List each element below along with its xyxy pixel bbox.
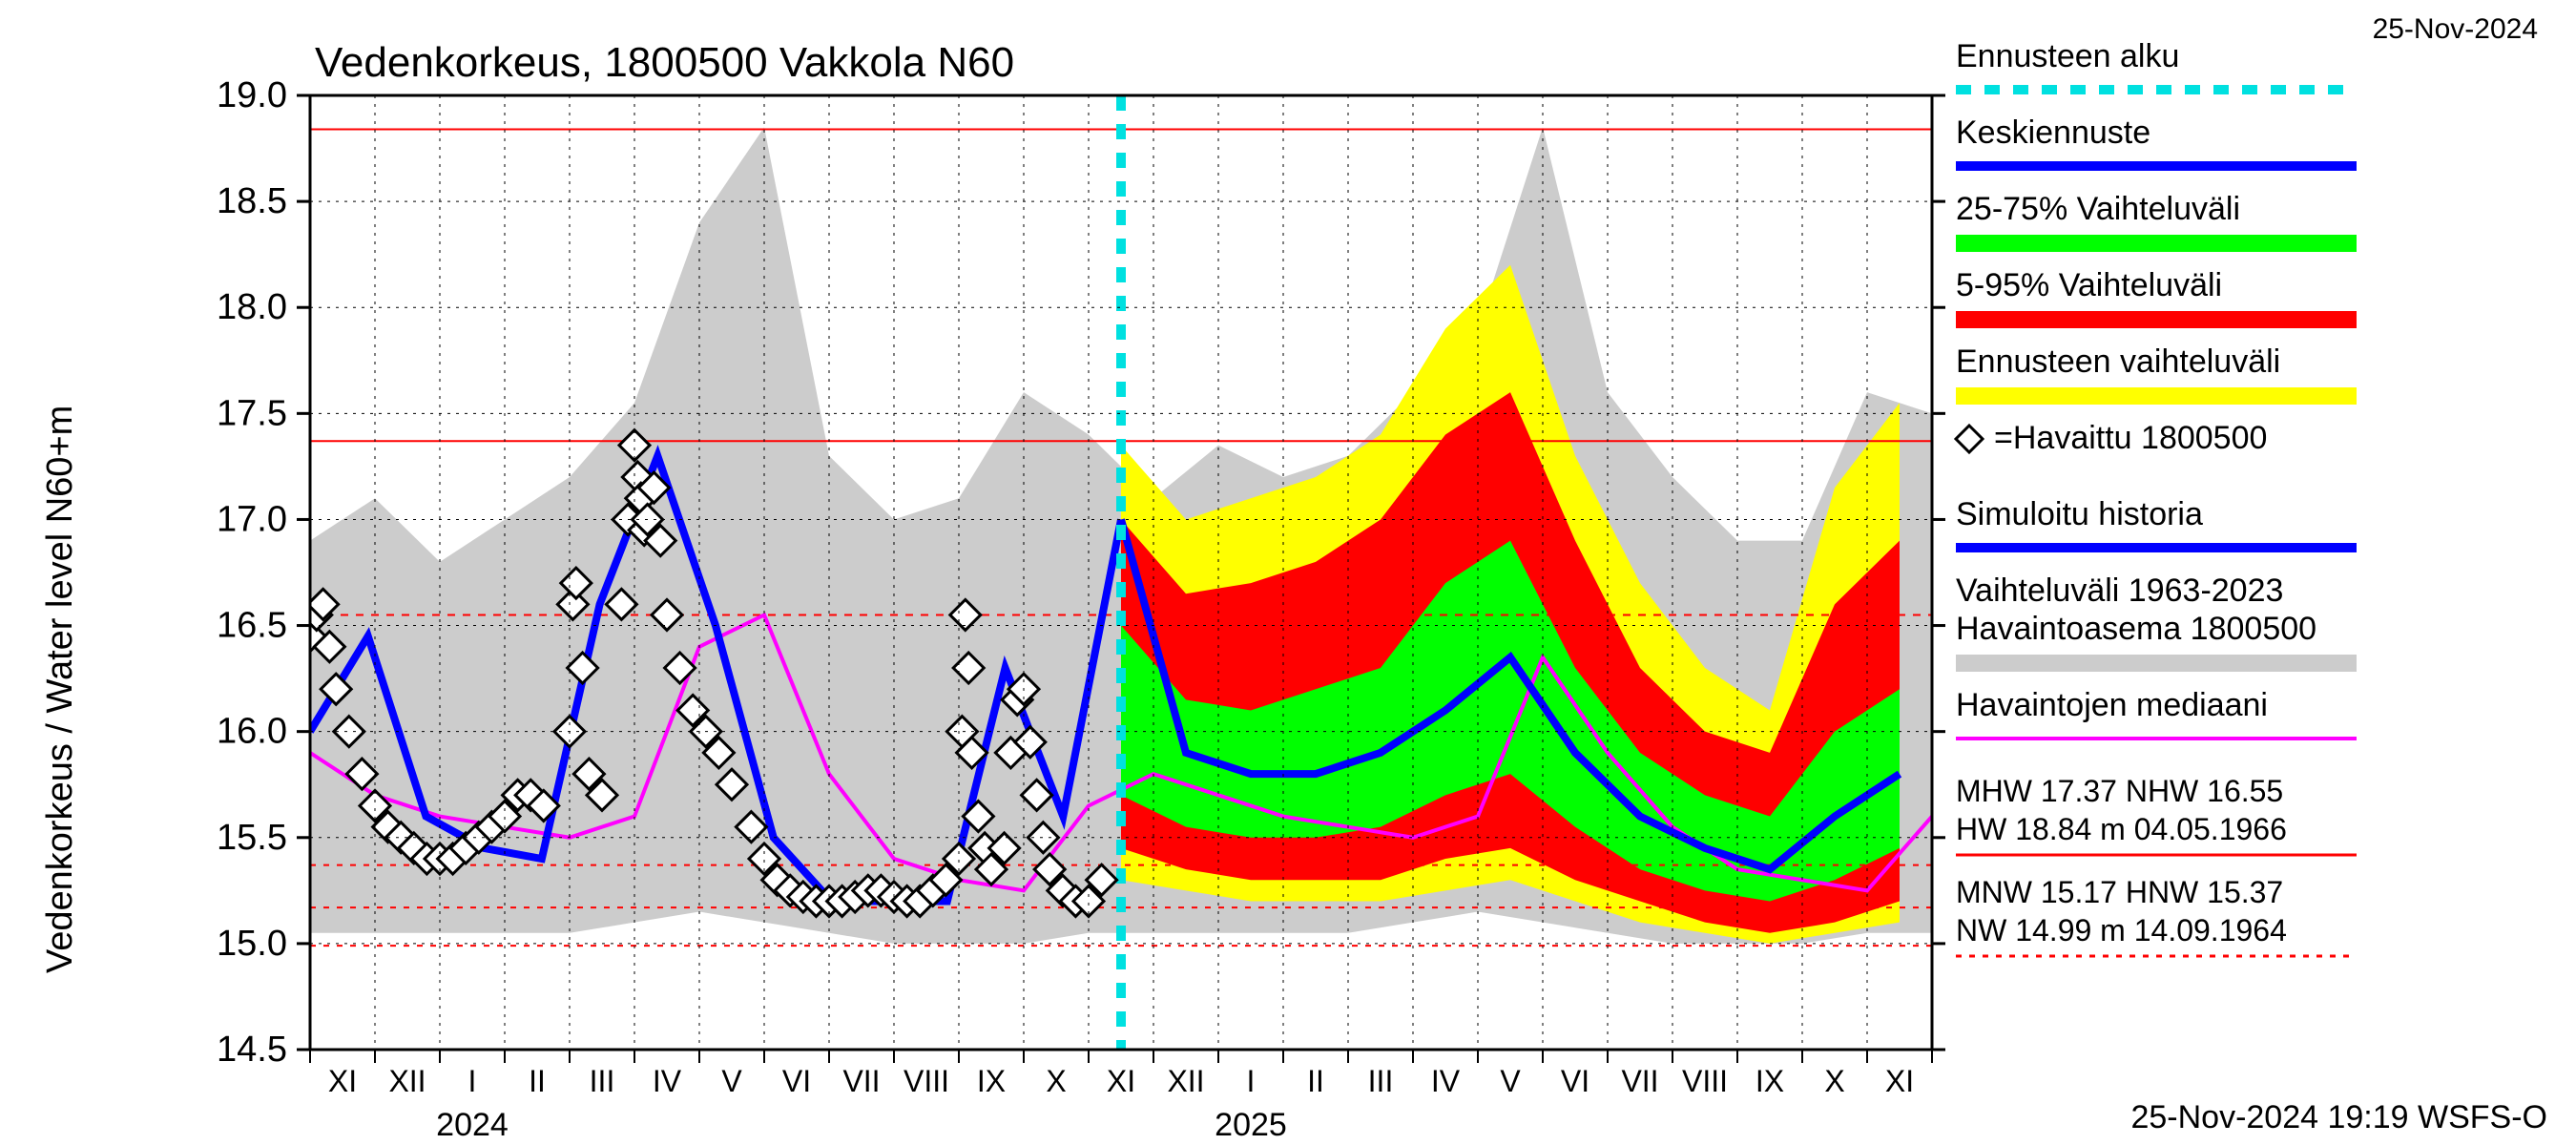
y-tick-label: 15.5 [217, 818, 287, 858]
x-month-label: V [1500, 1064, 1521, 1098]
legend-label-observed: =Havaittu 1800500 [1994, 420, 2267, 456]
legend-swatch-full_range [1956, 387, 2357, 405]
x-month-label: VII [1621, 1064, 1658, 1098]
legend-label-hist_station: Havaintoasema 1800500 [1956, 611, 2316, 647]
x-month-label: XII [1167, 1064, 1204, 1098]
x-month-label: VI [782, 1064, 811, 1098]
y-tick-label: 18.5 [217, 181, 287, 221]
x-month-label: III [590, 1064, 615, 1098]
x-month-label: XI [328, 1064, 357, 1098]
legend-stat: MNW 15.17 HNW 15.37 [1956, 875, 2283, 909]
legend-stat: NW 14.99 m 14.09.1964 [1956, 913, 2287, 947]
y-tick-label: 17.5 [217, 393, 287, 433]
y-tick-label: 16.0 [217, 712, 287, 752]
legend-swatch-p25_75 [1956, 235, 2357, 252]
x-month-label: VIII [904, 1064, 949, 1098]
x-month-label: I [468, 1064, 477, 1098]
x-month-label: VIII [1682, 1064, 1728, 1098]
x-month-label: XII [388, 1064, 426, 1098]
legend-label-hist_range: Vaihteluväli 1963-2023 [1956, 572, 2283, 609]
x-month-label: I [1247, 1064, 1256, 1098]
x-month-label: III [1368, 1064, 1394, 1098]
legend-label-p5_95: 5-95% Vaihteluväli [1956, 267, 2222, 303]
legend-label-full_range: Ennusteen vaihteluväli [1956, 344, 2280, 380]
footer-timestamp: 25-Nov-2024 19:19 WSFS-O [2130, 1099, 2547, 1135]
legend-stat: HW 18.84 m 04.05.1966 [1956, 812, 2287, 846]
x-month-label: XI [1885, 1064, 1914, 1098]
legend-label-obs_median: Havaintojen mediaani [1956, 687, 2268, 723]
x-month-label: VII [842, 1064, 880, 1098]
legend-swatch-p5_95 [1956, 311, 2357, 328]
y-axis-label: Vedenkorkeus / Water level N60+m [40, 406, 80, 973]
legend-label-sim_history: Simuloitu historia [1956, 496, 2203, 532]
x-year-label: 2024 [436, 1107, 509, 1143]
x-month-label: II [529, 1064, 546, 1098]
x-month-label: V [721, 1064, 742, 1098]
y-tick-label: 17.0 [217, 499, 287, 539]
legend-swatch-hist_station [1956, 655, 2357, 672]
x-month-label: X [1046, 1064, 1066, 1098]
y-tick-label: 16.5 [217, 606, 287, 646]
y-tick-label: 19.0 [217, 75, 287, 115]
x-month-label: IV [653, 1064, 682, 1098]
x-month-label: VI [1561, 1064, 1589, 1098]
legend-stat: MHW 17.37 NHW 16.55 [1956, 774, 2283, 808]
x-year-label: 2025 [1215, 1107, 1287, 1143]
y-tick-label: 18.0 [217, 287, 287, 327]
generated-date: 25-Nov-2024 [2373, 13, 2538, 45]
legend-label-forecast_start: Ennusteen alku [1956, 38, 2179, 74]
x-month-label: X [1824, 1064, 1844, 1098]
chart-title: Vedenkorkeus, 1800500 Vakkola N60 [315, 39, 1014, 86]
x-month-label: IV [1431, 1064, 1461, 1098]
x-month-label: II [1307, 1064, 1324, 1098]
legend-label-mean_forecast: Keskiennuste [1956, 114, 2150, 151]
x-month-label: XI [1107, 1064, 1135, 1098]
x-month-label: IX [1755, 1064, 1784, 1098]
y-tick-label: 15.0 [217, 924, 287, 964]
x-month-label: IX [977, 1064, 1006, 1098]
chart-root: 14.5 15.0 15.5 16.0 16.5 17.0 17.5 18.0 18.5 19.0… [0, 0, 2576, 1145]
y-tick-label: 14.5 [217, 1030, 287, 1070]
legend-label-p25_75: 25-75% Vaihteluväli [1956, 191, 2240, 227]
